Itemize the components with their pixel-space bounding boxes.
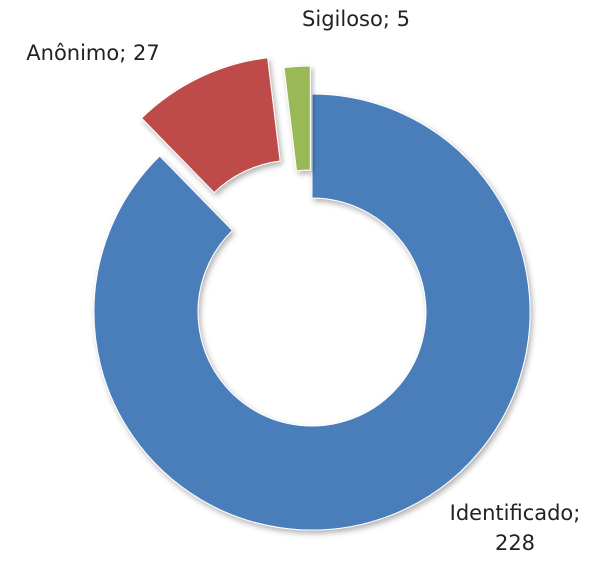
data-label: Anônimo; 27 xyxy=(26,41,160,65)
donut-segment xyxy=(140,57,281,194)
data-label: Sigiloso; 5 xyxy=(302,7,410,31)
data-label: Identificado; 228 xyxy=(449,501,581,556)
donut-segment xyxy=(93,93,531,531)
donut-segment xyxy=(283,65,311,172)
